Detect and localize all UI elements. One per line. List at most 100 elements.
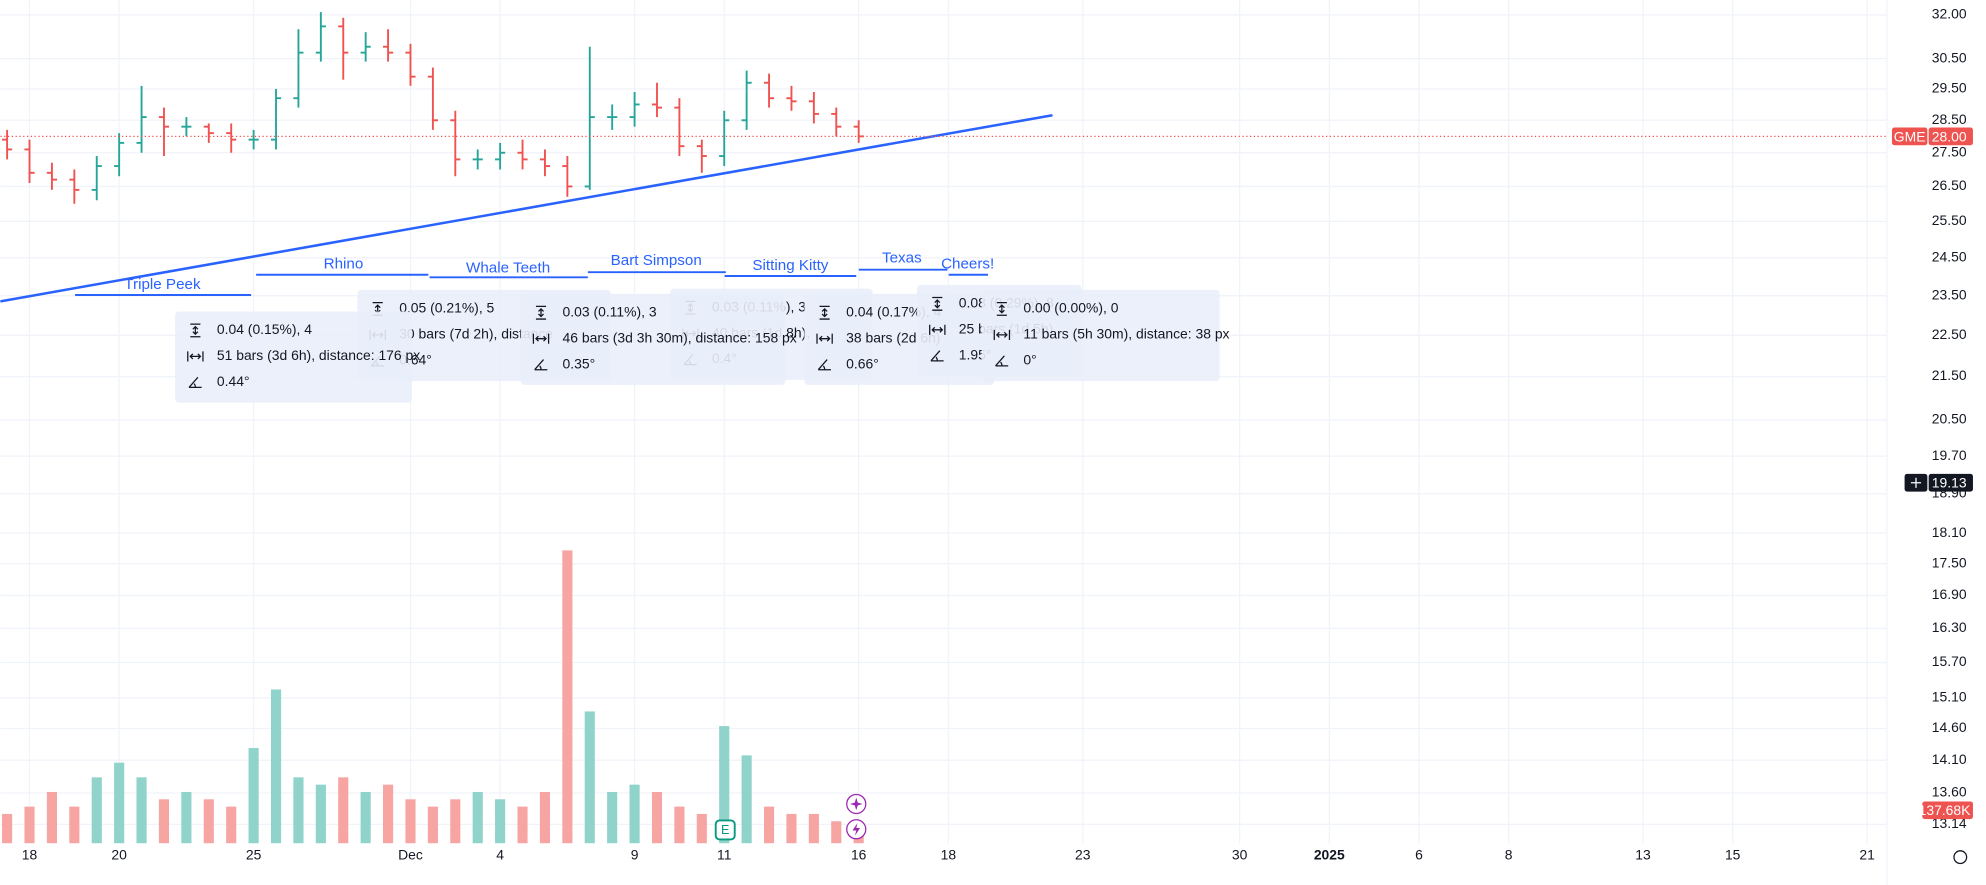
last-volume-badge <box>1922 801 1973 820</box>
volume-bar <box>696 813 707 844</box>
x-tick-label: 11 <box>717 847 732 863</box>
x-tick-label: 20 <box>111 847 127 863</box>
y-tick-label: 16.30 <box>1932 619 1967 635</box>
volume-bar <box>114 762 125 844</box>
x-tick-label: 8 <box>1505 847 1513 863</box>
ai-icon <box>849 797 863 811</box>
y-tick-label: 27.50 <box>1932 143 1967 159</box>
earnings-marker[interactable] <box>714 819 736 841</box>
x-tick-label: 13 <box>1635 847 1651 863</box>
price-pane <box>2 12 864 204</box>
x-tick-label: 23 <box>1075 847 1091 863</box>
tooltip-text: 46 bars (3d 3h 30m), distance: 158 px <box>563 329 797 345</box>
settings-button[interactable] <box>1953 850 1968 865</box>
measure-tooltip <box>981 289 1220 382</box>
crosshair-price-label: 19.13 <box>1932 475 1967 491</box>
tooltip-text: 0° <box>1023 352 1036 368</box>
trend-line[interactable] <box>0 113 1053 303</box>
volume-bar <box>338 777 349 844</box>
volume-bar <box>226 806 237 844</box>
volume-bar <box>651 791 663 844</box>
axes: 32.00 30.50 29.50 28.50 27.50 26.50 25.50 24.50… <box>0 6 1973 863</box>
tooltip-icon <box>996 301 1007 316</box>
x-tick-label: 9 <box>631 847 639 863</box>
tooltip-text: 0.00 (0.00%), 0 <box>1023 300 1118 316</box>
tooltip-icon <box>817 359 831 371</box>
volume-bar <box>808 813 819 844</box>
tooltip-icon <box>995 355 1009 367</box>
tooltip-icon <box>930 350 944 362</box>
volume-bar <box>405 799 416 844</box>
x-tick-label: 15 <box>1725 847 1741 863</box>
annotation-label[interactable]: Triple Peek <box>124 276 201 293</box>
tooltip-text: 0.44° <box>217 373 250 389</box>
y-tick-label: 19.70 <box>1932 447 1967 463</box>
volume-bar <box>46 791 57 844</box>
annotation-label[interactable]: Bart Simpson <box>611 252 702 269</box>
x-tick-label: 21 <box>1859 847 1875 863</box>
x-tick-label: 25 <box>246 847 262 863</box>
annotation-label[interactable]: Whale Teeth <box>466 259 550 276</box>
volume-bar <box>786 813 797 844</box>
y-tick-label: 16.90 <box>1932 586 1967 602</box>
annotation-label[interactable]: Texas <box>882 249 922 266</box>
x-tick-label: 16 <box>851 847 867 863</box>
tooltip-text: 30 bars (7d 2h), distance <box>399 326 553 342</box>
tooltip-text: 0.35° <box>563 355 596 371</box>
x-tick-label: 30 <box>1232 847 1248 863</box>
volume-bar <box>2 813 13 844</box>
tooltip-text: 0.66° <box>846 355 879 371</box>
volume-bar <box>450 799 461 844</box>
tooltip-text: 0.03 (0.11%), 3 <box>563 303 657 319</box>
volume-bar <box>584 711 595 844</box>
y-tick-label: 25.50 <box>1932 212 1967 228</box>
symbol-badge <box>1891 127 1928 146</box>
tooltip-icon <box>819 305 830 320</box>
x-tick-label: 6 <box>1415 847 1423 863</box>
x-tick-label: Dec <box>398 847 423 863</box>
earnings-marker-label: E <box>721 823 729 837</box>
tooltip-icon <box>816 333 833 344</box>
volume-bar <box>517 806 528 844</box>
y-tick-label: 32.00 <box>1932 6 1967 22</box>
y-tick-label: 15.10 <box>1932 689 1967 705</box>
volume-bar <box>674 806 685 844</box>
tooltip-text: 51 bars (3d 6h), distance: 176 px <box>217 347 420 363</box>
volume-bar <box>629 784 640 844</box>
volume-bar <box>293 777 304 844</box>
volume-bar <box>741 755 752 844</box>
last-price-label: 28.00 <box>1932 128 1967 144</box>
tooltip-text: 38 bars (2d 6h) <box>846 329 940 345</box>
volume-bar <box>136 777 147 844</box>
volume-bar <box>719 726 730 844</box>
events-icon <box>852 822 861 836</box>
x-tick-label: 18 <box>22 847 38 863</box>
y-tick-label: 29.50 <box>1932 80 1967 96</box>
y-tick-label: 18.10 <box>1932 524 1967 540</box>
annotation-label[interactable]: Sitting Kitty <box>752 257 828 274</box>
volume-bar <box>158 799 170 844</box>
annotation-label[interactable]: Cheers! <box>941 256 994 273</box>
volume-bar <box>495 799 506 844</box>
measure-tooltips: 0.05 (0.21%), 5 30 bars (7d 2h), distance… <box>175 284 1230 403</box>
volume-bar <box>315 784 326 844</box>
y-tick-label: 17.50 <box>1932 554 1967 570</box>
volume-bar <box>203 799 214 844</box>
tooltip-text: 0.04 (0.15%), 4 <box>217 321 312 337</box>
tooltip-icon <box>190 323 201 338</box>
chart-buttons: E <box>714 793 1968 865</box>
y-tick-label: 13.60 <box>1932 784 1967 800</box>
volume-bar <box>383 784 394 844</box>
grid <box>0 0 1887 844</box>
volume-bar <box>248 748 259 844</box>
tooltip-icon <box>534 359 548 371</box>
tooltip-icon <box>993 329 1011 340</box>
annotations: Triple Peek Rhino Whale Teeth Bart Simpson S… <box>75 249 994 296</box>
annotation-label[interactable]: Rhino <box>324 256 364 273</box>
y-tick-label: 14.10 <box>1932 751 1967 767</box>
y-tick-label: 15.70 <box>1932 653 1967 669</box>
volume-bar <box>69 806 80 844</box>
volume-bar <box>831 821 842 844</box>
tooltip-icon <box>932 296 943 311</box>
